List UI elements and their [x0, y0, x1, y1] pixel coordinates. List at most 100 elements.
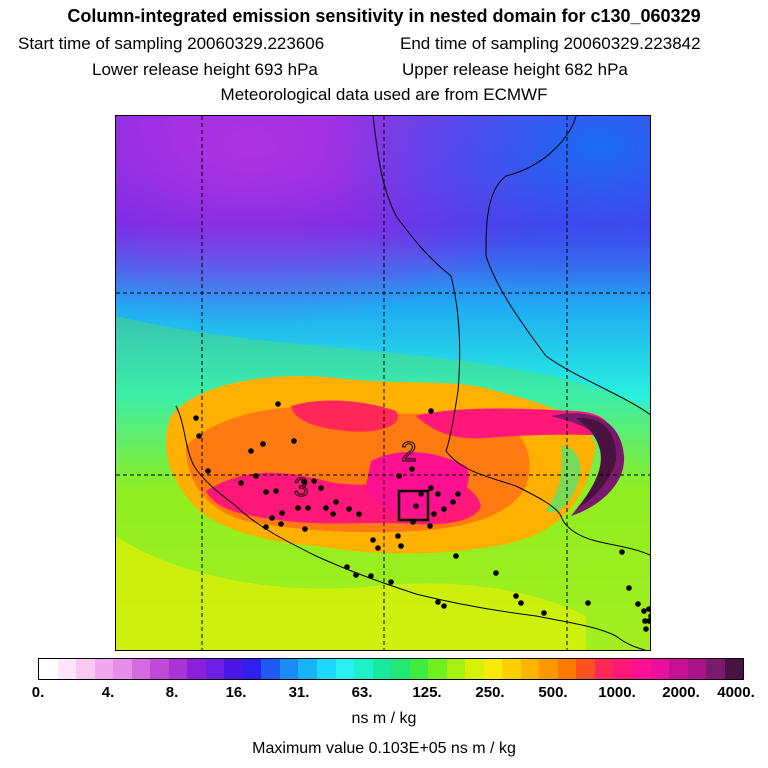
release-point — [196, 433, 202, 439]
colorbar-swatch — [539, 659, 558, 679]
release-point — [418, 491, 424, 497]
release-point — [427, 523, 433, 529]
sensitivity-map: 2 3 — [115, 115, 651, 651]
release-point — [356, 511, 362, 517]
release-point — [344, 564, 350, 570]
colorbar-tick-4: 4. — [101, 684, 115, 701]
colorbar-swatch — [94, 659, 114, 679]
colorbar-tick-16: 16. — [225, 684, 247, 701]
magenta-north — [291, 400, 398, 432]
release-point — [346, 506, 352, 512]
colorbar-swatch — [261, 659, 280, 679]
release-point — [493, 570, 499, 576]
colorbar-swatch — [372, 659, 392, 679]
release-point — [295, 505, 301, 511]
release-point — [301, 479, 307, 485]
release-point — [646, 606, 650, 612]
coastline-east — [485, 116, 650, 416]
colorbar-tick-63: 63. — [351, 684, 373, 701]
release-point — [253, 473, 259, 479]
receptor-box — [397, 489, 430, 522]
upper-height-label: Upper release height 682 hPa — [402, 60, 628, 79]
release-point — [353, 572, 359, 578]
colorbar-swatch — [391, 659, 410, 679]
release-point — [435, 599, 441, 605]
release-point — [518, 600, 524, 606]
release-point — [619, 549, 625, 555]
release-point — [323, 505, 329, 511]
colorbar-swatch — [520, 659, 540, 679]
colorbar-tick-8: 8. — [165, 684, 179, 701]
colorbar-swatch — [502, 659, 521, 679]
colorbar-tick-4000: 4000. — [717, 684, 755, 701]
release-point — [333, 499, 339, 505]
colorbar-swatch — [150, 659, 169, 679]
lower-height-label: Lower release height 693 hPa — [92, 60, 318, 79]
colorbar-swatch — [650, 659, 670, 679]
colorbar-units: ns m / kg — [351, 710, 417, 727]
plot-title: Column-integrated emission sensitivity i… — [67, 6, 701, 26]
release-point — [279, 510, 285, 516]
colorbar-swatch — [483, 659, 503, 679]
colorbar-tick-125: 125. — [412, 684, 442, 701]
release-point — [205, 468, 211, 474]
release-point — [648, 613, 650, 619]
colorbar-swatch — [131, 659, 151, 679]
release-point — [368, 573, 374, 579]
colorbar-swatch — [687, 659, 707, 679]
colorbar-swatch — [465, 659, 484, 679]
start-time-label: Start time of sampling 20060329.223606 — [18, 34, 325, 53]
release-point — [450, 499, 456, 505]
release-point — [305, 505, 311, 511]
release-point — [291, 438, 297, 444]
release-point — [453, 553, 459, 559]
yellow-band — [116, 536, 586, 650]
release-point — [409, 466, 415, 472]
colorbar-swatch — [557, 659, 577, 679]
colorbar-swatch — [632, 659, 651, 679]
colorbar-swatch — [39, 659, 58, 679]
graticule — [116, 116, 650, 650]
colorbar-swatch — [76, 659, 95, 679]
release-point — [388, 579, 394, 585]
colorbar-swatch — [706, 659, 725, 679]
colorbar — [38, 658, 744, 680]
release-point — [269, 515, 275, 521]
release-point — [273, 488, 279, 494]
release-point — [278, 521, 284, 527]
release-point — [311, 478, 317, 484]
colorbar-swatch — [298, 659, 317, 679]
colorbar-tick-31: 31. — [288, 684, 310, 701]
release-point — [375, 545, 381, 551]
cyan-loop — [546, 446, 581, 513]
release-point — [428, 485, 434, 491]
colorbar-swatch — [57, 659, 77, 679]
colorbar-swatch — [335, 659, 355, 679]
colorbar-swatch — [724, 659, 744, 679]
release-point — [541, 610, 547, 616]
release-point — [370, 537, 376, 543]
colorbar-swatch — [113, 659, 132, 679]
release-point — [642, 618, 648, 624]
colorbar-tick-1000: 1000. — [598, 684, 636, 701]
colorbar-swatch — [279, 659, 299, 679]
colorbar-swatch — [242, 659, 262, 679]
release-point — [413, 503, 419, 509]
release-point — [431, 511, 437, 517]
colorbar-tick-2000: 2000. — [662, 684, 700, 701]
colorbar-swatch — [205, 659, 225, 679]
contour-label-3: 3 — [294, 472, 308, 502]
colorbar-swatch — [428, 659, 447, 679]
release-point — [635, 601, 641, 607]
release-point — [513, 593, 519, 599]
release-point — [238, 480, 244, 486]
release-point — [263, 489, 269, 495]
release-point — [318, 485, 324, 491]
colorbar-swatch — [316, 659, 336, 679]
release-point — [585, 600, 591, 606]
magenta-center — [366, 451, 469, 517]
colorbar-swatch — [187, 659, 206, 679]
contour-label-2: 2 — [401, 436, 417, 467]
release-point — [395, 533, 401, 539]
release-point — [441, 506, 447, 512]
